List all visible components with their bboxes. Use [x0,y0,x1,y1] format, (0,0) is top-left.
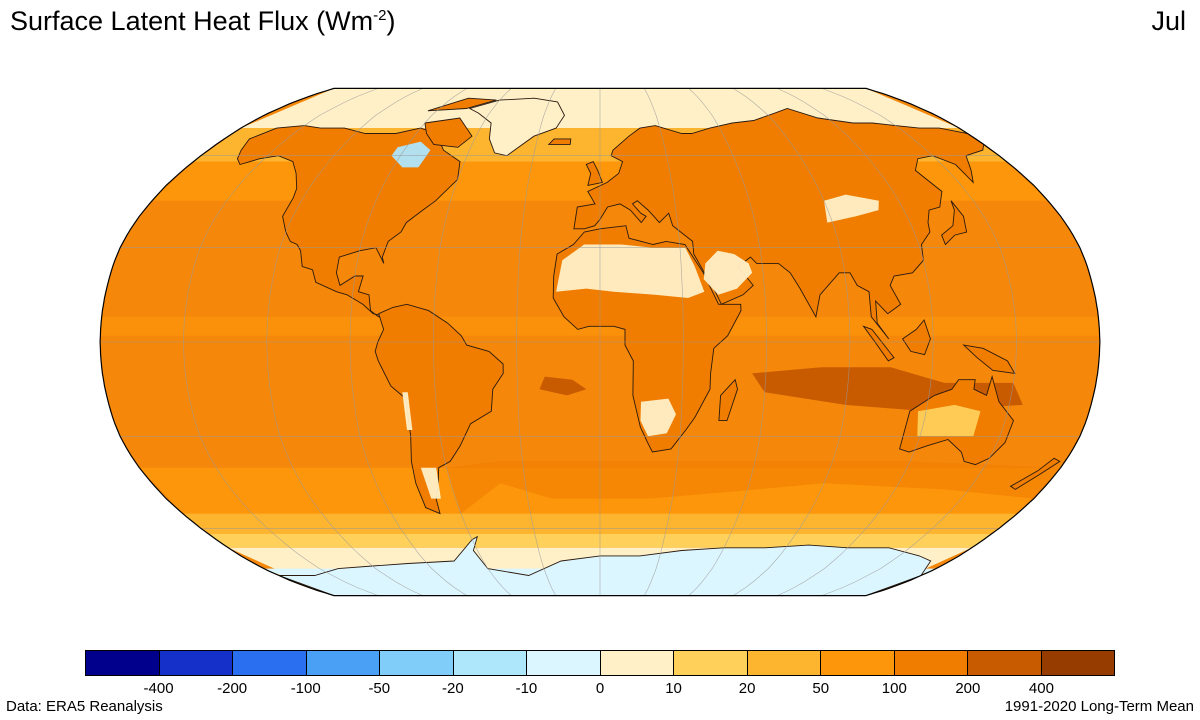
atacama [402,392,413,430]
sahara-desert [556,244,705,298]
legend-swatch [233,651,307,675]
color-legend-bar [85,650,1115,676]
legend-tick: -50 [368,680,391,697]
south-america-land [374,303,504,515]
legend-swatch [747,651,821,675]
map-title: Surface Latent Heat Flux (Wm-2) [10,4,395,38]
legend-tick: -10 [515,680,538,697]
gobi-desert [824,194,879,223]
title-superscript: -2 [373,7,387,24]
legend-tick: 0 [595,680,605,697]
greenland-land [468,97,566,157]
legend-swatch [453,651,527,675]
legend-swatch [600,651,674,675]
legend-tick: 50 [812,680,830,697]
legend-swatch [894,651,968,675]
antarctica-land [278,535,932,596]
legend-tick: -20 [442,680,464,697]
ellesmere-land [427,97,497,112]
japan-land [941,200,968,246]
legend-swatch [821,651,895,675]
madagascar-land [718,378,738,422]
sumatra-land [862,325,895,362]
legend-tick: 10 [665,680,682,697]
new-zealand-land [1009,457,1061,490]
arabian-desert [703,250,753,295]
legend-tick: 100 [881,680,907,697]
legend-tick: -100 [290,680,321,697]
graticule [100,88,1100,596]
australian-interior [917,404,981,437]
legend-tick: -200 [217,680,248,697]
borneo-land [901,319,931,356]
legend-swatch [380,651,454,675]
baffin-island-land [424,117,473,148]
legend-swatch [1041,651,1114,675]
legend-swatch [968,651,1042,675]
time-period: 1991-2020 Long-Term Mean [1004,698,1194,715]
eurasia-land [573,108,985,340]
atlantic-high-flux [539,376,587,396]
iceland-land [547,138,572,145]
uk-land [585,161,604,186]
patagonia [420,467,441,499]
legend-tick: 20 [738,680,756,697]
legend-swatch [159,651,233,675]
legend-tick: -400 [143,680,174,697]
legend-swatch [86,651,160,675]
kalahari-desert [640,398,676,437]
legend-swatch [674,651,748,675]
data-source: Data: ERA5 Reanalysis [6,698,163,715]
legend-swatch [527,651,601,675]
legend-tick: 200 [955,680,981,697]
legend-tick: 400 [1028,680,1054,697]
legend-swatch [306,651,380,675]
hudson-bay [391,141,431,168]
map-border [99,87,1101,597]
color-legend-ticks: -400 -200 -100 -50 -20 -10 0 10 20 50 100 200 400 [85,680,1115,700]
month-label: Jul [1151,6,1186,36]
title-text: Surface Latent Heat Flux (Wm [10,6,374,36]
title-close: ) [386,6,396,36]
